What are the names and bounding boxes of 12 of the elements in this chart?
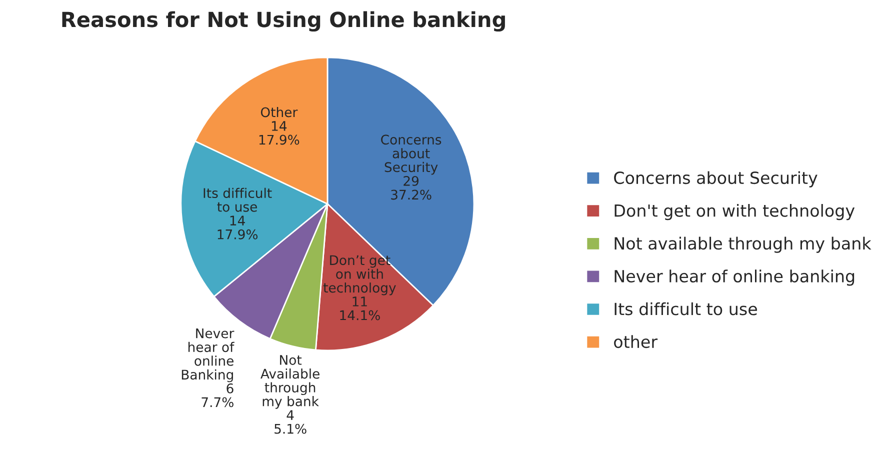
data-label: Never hear of online Banking 6 7.7% (182, 328, 234, 408)
legend-label: Its difficult to use (614, 302, 757, 316)
legend-label: Concerns about Security (614, 171, 818, 188)
data-label: Concerns about Security 29 37.2% (381, 134, 442, 200)
data-label: Not Available through my bank 4 5.1% (260, 355, 320, 434)
data-label: Its difficult to use 14 17.9% (204, 188, 272, 240)
data-label: Other 14 17.9% (259, 106, 300, 145)
legend-label: Don't get on with technology (614, 204, 855, 220)
legend-label: Not available through my bank (614, 236, 872, 253)
legend-label: other (614, 335, 658, 348)
legend-label: Never hear of online banking (614, 270, 854, 286)
chart-title: Reasons for Not Using Online banking (62, 11, 505, 32)
